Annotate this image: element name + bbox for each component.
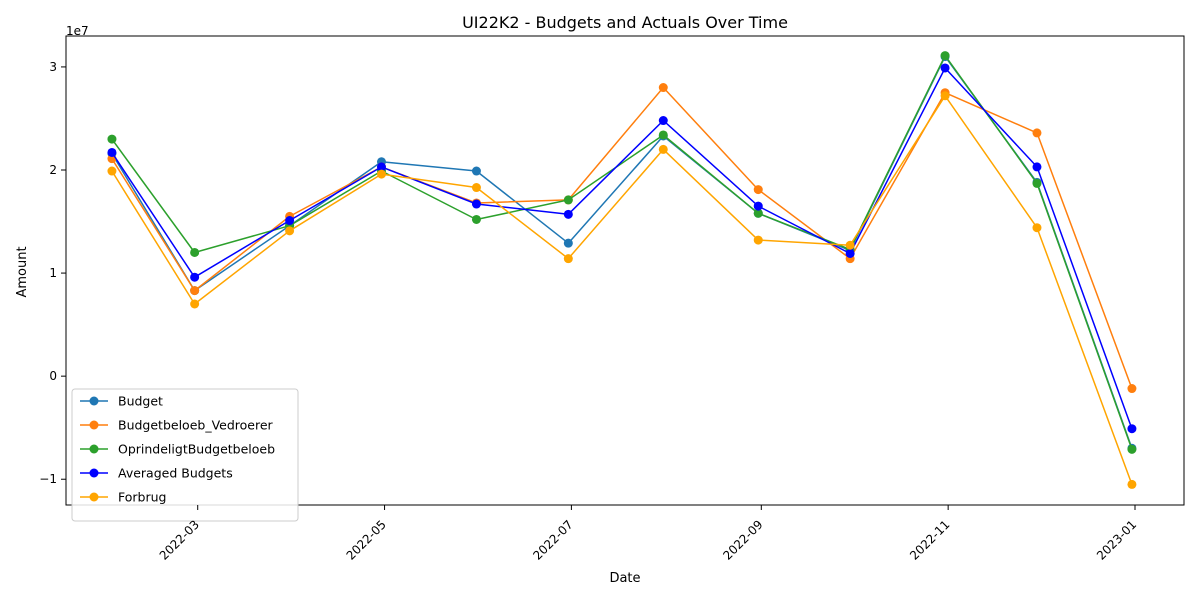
data-point (563, 209, 573, 219)
data-point (285, 226, 295, 236)
legend: Budget Budgetbeloeb_Vedroerer OprindeligtB… (71, 388, 299, 522)
plot-frame (65, 35, 1185, 506)
data-point (107, 166, 117, 176)
data-point (107, 147, 117, 157)
data-point (563, 238, 573, 248)
data-point (471, 214, 481, 224)
legend-swatch-marker (89, 396, 99, 406)
y-axis-label: Amount (15, 246, 30, 297)
data-point (845, 240, 855, 250)
x-tick-label: 2022-07 (530, 517, 575, 562)
data-point (940, 91, 950, 101)
data-point (753, 201, 763, 211)
legend-entry: Averaged Budgets (118, 466, 233, 481)
data-point (1032, 178, 1042, 188)
data-point (190, 272, 200, 282)
y-tick-label: 0 (49, 369, 57, 383)
data-point (940, 51, 950, 61)
data-point (1127, 424, 1137, 434)
data-point (658, 116, 668, 126)
data-point (658, 144, 668, 154)
legend-swatch-marker (89, 444, 99, 454)
data-point (753, 185, 763, 195)
legend-entry: Budgetbeloeb_Vedroerer (118, 418, 274, 433)
data-point (563, 195, 573, 205)
legend-entry: Forbrug (118, 490, 166, 505)
data-point (285, 216, 295, 226)
data-point (940, 63, 950, 73)
y-tick-label: 3 (49, 60, 57, 74)
x-tick-label: 2022-03 (157, 517, 202, 562)
y-offset-label: 1e7 (66, 24, 89, 38)
x-tick-label: 2023-01 (1094, 517, 1139, 562)
data-point (1032, 223, 1042, 233)
data-point (376, 169, 386, 179)
legend-swatch-marker (89, 420, 99, 430)
data-point (658, 130, 668, 140)
data-point (107, 134, 117, 144)
data-point (471, 199, 481, 209)
data-point (190, 299, 200, 309)
legend-box (71, 388, 299, 522)
data-point (376, 162, 386, 172)
data-point (471, 183, 481, 193)
series-line (111, 86, 1133, 389)
x-tick-label: 2022-09 (720, 517, 765, 562)
data-point (1032, 128, 1042, 138)
data-point (753, 208, 763, 218)
y-tick-label: −1 (39, 472, 57, 486)
plot-area (107, 51, 1137, 489)
data-point (1127, 384, 1137, 394)
data-point (1032, 162, 1042, 172)
data-point (845, 248, 855, 258)
y-tick-label: 1 (49, 266, 57, 280)
data-point (471, 166, 481, 176)
data-point (1127, 444, 1137, 454)
data-point (190, 247, 200, 257)
legend-swatch-marker (89, 492, 99, 502)
data-point (658, 83, 668, 93)
data-point (190, 286, 200, 296)
data-point (753, 235, 763, 245)
x-axis-label: Date (609, 571, 640, 586)
legend-entry: OprindeligtBudgetbeloeb (118, 442, 275, 457)
x-tick-label: 2022-11 (907, 517, 952, 562)
legend-entry: Budget (118, 394, 163, 409)
data-point (1127, 479, 1137, 489)
y-tick-label: 2 (49, 163, 57, 177)
data-point (563, 254, 573, 264)
series-line (111, 67, 1133, 429)
series-line (111, 95, 1133, 485)
x-tick-label: 2022-05 (344, 517, 389, 562)
chart-title: UI22K2 - Budgets and Actuals Over Time (462, 13, 788, 32)
legend-swatch-marker (89, 468, 99, 478)
